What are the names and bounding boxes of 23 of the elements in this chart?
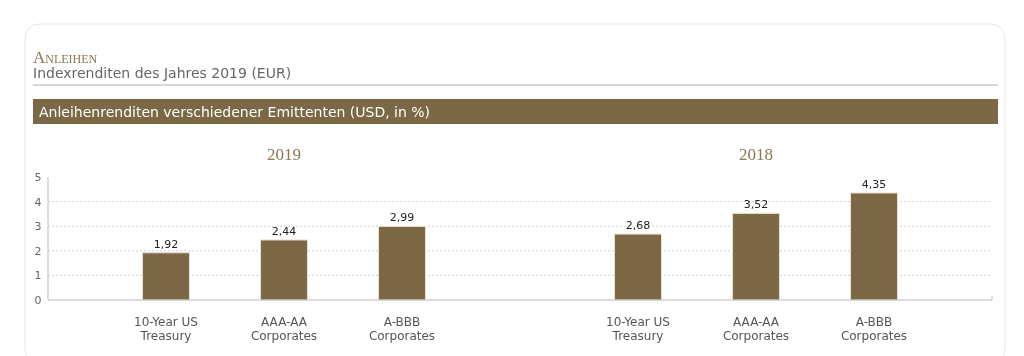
data-label: 2,68 [625, 219, 651, 233]
y-tick-label: 5 [34, 171, 42, 184]
chart-subtitle: Indexrenditen des Jahres 2019 (EUR) [33, 65, 292, 81]
y-tick-label: 1 [34, 269, 42, 283]
text: 2018 [739, 145, 773, 164]
x-tick-label: AAA-AA Corporates [250, 315, 318, 343]
chart-title: Anleihen [33, 48, 98, 67]
data-label: 2,44 [271, 224, 297, 238]
y-tick-label: 4 [34, 195, 42, 209]
text: 2019 [267, 145, 301, 164]
text: Anleihenrenditen verschiedener Emittenten (USD, in %) [39, 104, 431, 120]
data-label: 2,99 [389, 211, 415, 225]
x-tick-label: 10-Year US Treasury [606, 315, 670, 343]
x-tick-label: A-BBB Corporates [840, 315, 908, 343]
data-label: 3,52 [743, 198, 769, 212]
data-label: 4,35 [861, 177, 887, 191]
x-tick-label: AAA-AA Corporates [722, 315, 790, 343]
y-tick-label: 2 [34, 244, 42, 258]
data-label: 1,92 [153, 237, 179, 251]
x-tick-label: 10-Year US Treasury [134, 315, 198, 343]
x-tick-label: A-BBB Corporates [368, 315, 436, 343]
y-tick-label: 3 [34, 220, 42, 234]
y-tick-label: 0 [34, 294, 42, 307]
